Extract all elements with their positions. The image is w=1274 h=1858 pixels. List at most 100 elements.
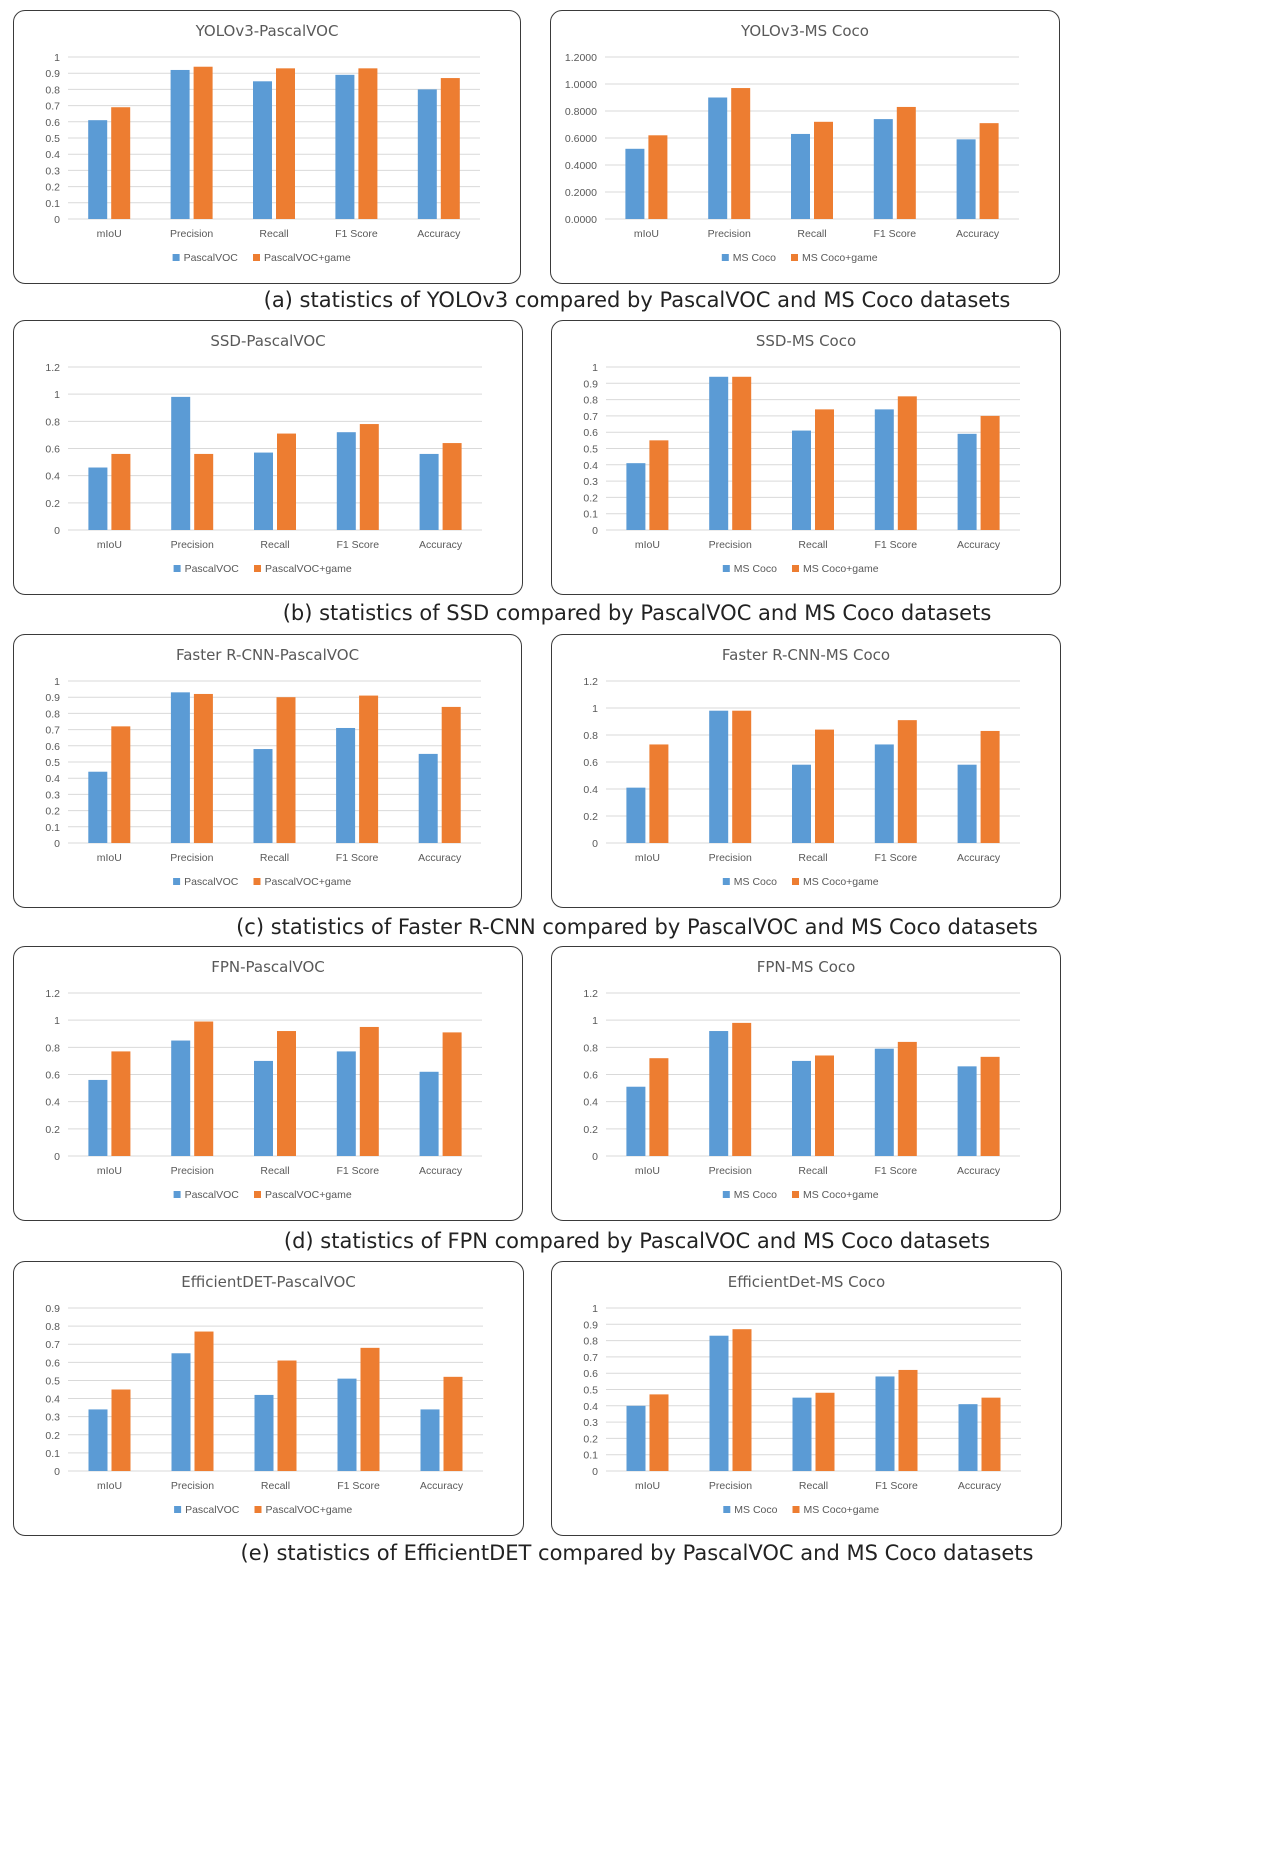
bar-ms-coco-game-f1-score [896,106,916,219]
y-tick-label: 0.8 [45,708,60,720]
y-tick-label: 1 [54,389,60,401]
bar-ms-coco-miou [626,787,646,843]
chart-svg: YOLOv3-MS Coco 0.0000 0.2000 0.4000 0.6000 0.… [565,22,1019,264]
legend-label: PascalVOC [185,1189,240,1201]
chart-efficientdet-pascalvoc: EfficientDET-PascalVOC 0 0.1 0.2 0.3 0.4 0.5 0.… [13,1261,524,1536]
bar-ms-coco-game-miou [649,1394,669,1471]
y-tick-label: 0.4 [45,471,60,483]
bar-pascalvoc-miou [88,467,108,530]
chart-yolov3-mscoco: YOLOv3-MS Coco 0.0000 0.2000 0.4000 0.6000 0.… [550,10,1060,284]
x-tick-label: Accuracy [418,852,462,864]
bar-ms-coco-game-recall [814,121,833,219]
y-tick-label: 1 [54,1015,60,1027]
y-tick-label: 0.6 [583,427,598,439]
x-tick-label: F1 Score [873,228,916,240]
bar-ms-coco-game-precision [732,376,752,530]
bar-pascalvoc-miou [88,120,108,219]
legend-label: MS Coco [734,1189,777,1201]
y-tick-label: 0.4 [45,1394,60,1406]
y-tick-label: 0.9 [45,692,60,704]
bar-pascalvoc-precision [170,69,190,220]
legend-label: MS Coco+game [803,563,879,575]
y-tick-label: 0.7 [583,1352,598,1364]
bar-ms-coco-game-miou [649,744,669,843]
bar-ms-coco-game-precision [732,710,752,843]
bar-ms-coco-game-f1-score [897,396,917,530]
legend-label: PascalVOC+game [266,1504,353,1516]
y-tick-label: 0.1 [583,509,598,521]
x-tick-label: Precision [708,228,751,240]
bar-ms-coco-recall [792,1397,812,1471]
bar-ms-coco-recall [792,430,811,530]
legend-label: MS Coco [734,876,777,888]
y-tick-label: 0 [592,525,598,537]
y-tick-label: 0.8000 [565,106,597,118]
y-tick-label: 0.7 [45,101,60,113]
chart-fasterrcnn-mscoco: Faster R-CNN-MS Coco 0 0.2 0.4 0.6 0.8 1 1.2 mIo… [551,634,1061,908]
bar-pascalvoc-precision [171,1353,191,1471]
legend-swatch [792,1506,800,1513]
x-tick-label: Accuracy [419,539,463,551]
x-tick-label: Recall [799,1480,828,1492]
y-tick-label: 0.8 [583,730,598,742]
chart-title: EfficientDET-PascalVOC [181,1273,356,1291]
bar-pascalvoc-game-miou [111,107,131,219]
bar-pascalvoc-miou [88,771,108,843]
y-tick-label: 0.6 [45,1070,60,1082]
legend-swatch [722,565,730,572]
legend-label: PascalVOC+game [264,252,351,264]
y-tick-label: 0 [54,1151,60,1163]
y-tick-label: 0.8 [45,1042,60,1054]
y-tick-label: 0.2 [583,492,598,504]
y-tick-label: 0.3 [583,1417,598,1429]
chart-ssd-pascalvoc: SSD-PascalVOC 0 0.2 0.4 0.6 0.8 1 1.2 mIoU Precis… [13,320,523,595]
x-tick-label: Recall [260,539,289,551]
x-tick-label: mIoU [635,1165,660,1177]
bar-pascalvoc-game-accuracy [442,1032,462,1156]
bar-ms-coco-precision [709,1031,729,1156]
y-tick-label: 1.2 [583,676,598,688]
y-tick-label: 0.8 [583,1042,598,1054]
legend-label: MS Coco [734,1504,777,1516]
bar-pascalvoc-game-miou [111,726,131,843]
bar-pascalvoc-accuracy [420,1409,440,1471]
y-tick-label: 1 [592,1303,598,1315]
y-tick-label: 0.6 [583,1070,598,1082]
caption-d: (d) statistics of FPN compared by Pascal… [283,1229,991,1253]
bar-pascalvoc-game-miou [111,1051,131,1156]
bar-ms-coco-game-miou [648,135,668,219]
y-tick-label: 1 [54,52,60,64]
chart-svg: EfficientDET-PascalVOC 0 0.1 0.2 0.3 0.4 0.5 0.… [45,1273,483,1516]
legend-swatch [721,254,729,261]
bar-pascalvoc-game-f1-score [360,1347,380,1471]
x-tick-label: F1 Score [874,852,917,864]
y-tick-label: 0.6 [583,757,598,769]
chart-title: EfficientDet-MS Coco [728,1273,885,1291]
y-tick-label: 0.6000 [565,133,597,145]
legend-swatch [791,254,798,261]
y-tick-label: 0.7 [45,1339,60,1351]
bar-pascalvoc-game-f1-score [358,68,378,219]
bar-pascalvoc-game-precision [193,693,213,843]
x-tick-label: F1 Score [337,1480,380,1492]
chart-svg: Faster R-CNN-PascalVOC 0 0.1 0.2 0.3 0.4 0.5 0.… [45,646,481,888]
x-tick-label: Precision [171,539,214,551]
chart-svg: YOLOv3-PascalVOC 0 0.1 0.2 0.3 0.4 0.5 0.6 0.7 0.… [45,22,480,264]
bar-ms-coco-game-miou [649,1058,669,1156]
bar-pascalvoc-f1-score [336,1051,356,1156]
bar-pascalvoc-game-recall [277,1031,296,1156]
y-tick-label: 0.4 [583,1401,598,1413]
x-tick-label: Accuracy [420,1480,464,1492]
legend-swatch [722,878,730,885]
bar-ms-coco-game-recall [815,729,834,843]
legend-swatch [174,1506,182,1513]
bar-pascalvoc-game-accuracy [442,443,462,530]
bar-ms-coco-f1-score [874,744,894,843]
caption-a: (a) statistics of YOLOv3 compared by Pas… [263,288,1011,312]
y-tick-label: 0.4 [583,784,598,796]
bar-ms-coco-f1-score [874,1048,894,1156]
legend-label: MS Coco [734,563,777,575]
y-tick-label: 0.3 [583,476,598,488]
bar-ms-coco-game-recall [815,409,834,530]
y-tick-label: 0.9 [583,1319,598,1331]
